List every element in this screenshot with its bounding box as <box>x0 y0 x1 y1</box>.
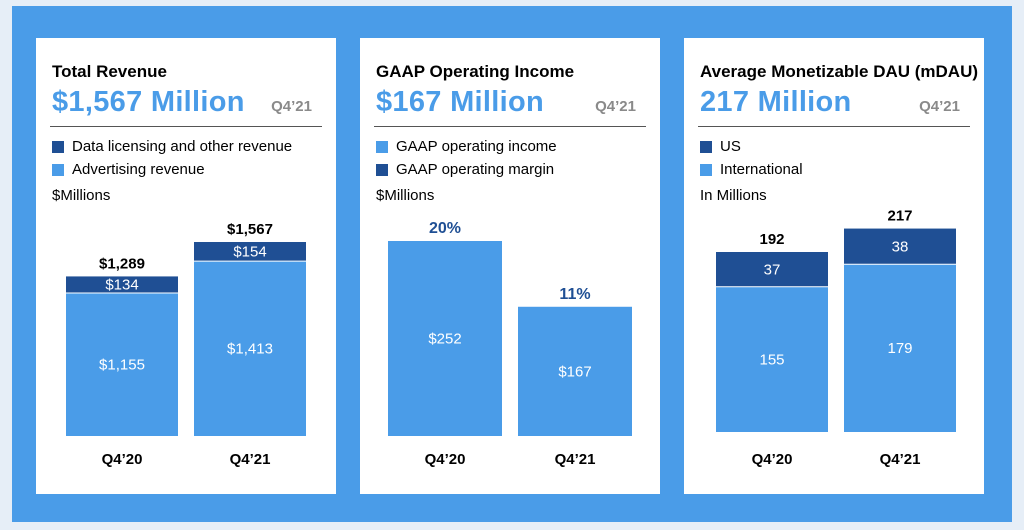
unit-label: In Millions <box>700 187 767 204</box>
mdau-chart: 155 37 192 Q4’20 179 38 217 Q4’21 <box>716 208 956 468</box>
bar-value-label: $167 <box>558 363 591 380</box>
bar-international-1 <box>716 286 828 432</box>
legend-label: Data licensing and other revenue <box>72 138 293 155</box>
bar-value-label: 155 <box>759 351 784 368</box>
total-revenue-card: Total Revenue $1,567 Million Q4’21 Data … <box>36 38 336 494</box>
legend-label: GAAP operating margin <box>396 161 555 178</box>
bar-value-label: $252 <box>428 331 461 348</box>
bar-advertising-revenue-2 <box>194 261 306 436</box>
bar-data-licensing-and-other-revenue-1 <box>66 276 178 294</box>
bar-gaap-operating-income-2 <box>518 306 632 436</box>
margin-label: 20% <box>429 220 461 237</box>
legend-item-international: International <box>700 161 803 178</box>
bar-international-2 <box>844 264 956 432</box>
mdau-card: Average Monetizable DAU (mDAU) 217 Milli… <box>684 38 984 494</box>
legend-label: GAAP operating income <box>396 138 557 155</box>
legend-swatch <box>376 163 388 176</box>
legend-swatch <box>52 140 64 153</box>
unit-label: $Millions <box>376 187 435 204</box>
total-label: $1,289 <box>99 255 145 272</box>
bar-advertising-revenue-1 <box>66 293 178 436</box>
bar-value-label: 38 <box>892 238 909 255</box>
bar-data-licensing-and-other-revenue-2 <box>194 242 306 262</box>
period-label: Q4’21 <box>919 98 960 115</box>
legend-item-operating-income: GAAP operating income <box>376 138 557 155</box>
headline-value: $167 Million <box>376 86 544 118</box>
x-axis-category-label: Q4’20 <box>102 451 143 468</box>
legend-item-data-licensing: Data licensing and other revenue <box>52 138 292 155</box>
margin-label: 11% <box>559 286 590 303</box>
total-label: 192 <box>759 231 784 248</box>
total-revenue-chart: $1,155 $134 $1,289 Q4’20 $1,413 $154 $1,567 Q4’… <box>66 221 306 468</box>
dashboard-background: Total Revenue $1,567 Million Q4’21 Data … <box>12 6 1012 522</box>
period-label: Q4’21 <box>271 98 312 115</box>
legend-label: Advertising revenue <box>72 161 205 178</box>
bar-value-label: 179 <box>887 340 912 357</box>
bar-us-1 <box>716 252 828 287</box>
legend-item-us: US <box>700 138 741 155</box>
legend-swatch <box>376 140 388 153</box>
divider <box>698 126 970 127</box>
legend-swatch <box>52 163 64 176</box>
x-axis-category-label: Q4’20 <box>425 451 466 468</box>
bar-value-label: 37 <box>764 261 781 278</box>
card-title: Average Monetizable DAU (mDAU) <box>700 62 979 81</box>
divider <box>50 126 322 127</box>
bar-us-2 <box>844 228 956 265</box>
x-axis-category-label: Q4’21 <box>230 451 271 468</box>
legend-swatch <box>700 163 712 176</box>
legend-item-advertising: Advertising revenue <box>52 161 205 178</box>
unit-label: $Millions <box>52 187 111 204</box>
period-label: Q4’21 <box>595 98 636 115</box>
legend-item-operating-margin: GAAP operating margin <box>376 161 554 178</box>
headline-value: $1,567 Million <box>52 86 245 118</box>
bar-value-label: $1,155 <box>99 357 145 374</box>
headline-value: 217 Million <box>700 86 852 118</box>
gaap-operating-income-card: GAAP Operating Income $167 Million Q4’21… <box>360 38 660 494</box>
total-label: $1,567 <box>227 221 273 238</box>
legend-label: International <box>720 161 803 178</box>
bar-value-label: $134 <box>105 277 138 294</box>
x-axis-category-label: Q4’20 <box>752 451 793 468</box>
x-axis-category-label: Q4’21 <box>880 451 921 468</box>
divider <box>374 126 646 127</box>
gaap-operating-income-chart: $252 20% Q4’20 $167 11% Q4’21 <box>388 220 632 468</box>
bar-value-label: $1,413 <box>227 341 273 358</box>
bar-value-label: $154 <box>233 244 266 261</box>
legend-label: US <box>720 138 741 155</box>
legend-swatch <box>700 140 712 153</box>
card-title: GAAP Operating Income <box>376 62 575 81</box>
card-title: Total Revenue <box>52 62 167 81</box>
total-label: 217 <box>887 208 912 225</box>
x-axis-category-label: Q4’21 <box>555 451 596 468</box>
bar-gaap-operating-income-1 <box>388 241 502 436</box>
